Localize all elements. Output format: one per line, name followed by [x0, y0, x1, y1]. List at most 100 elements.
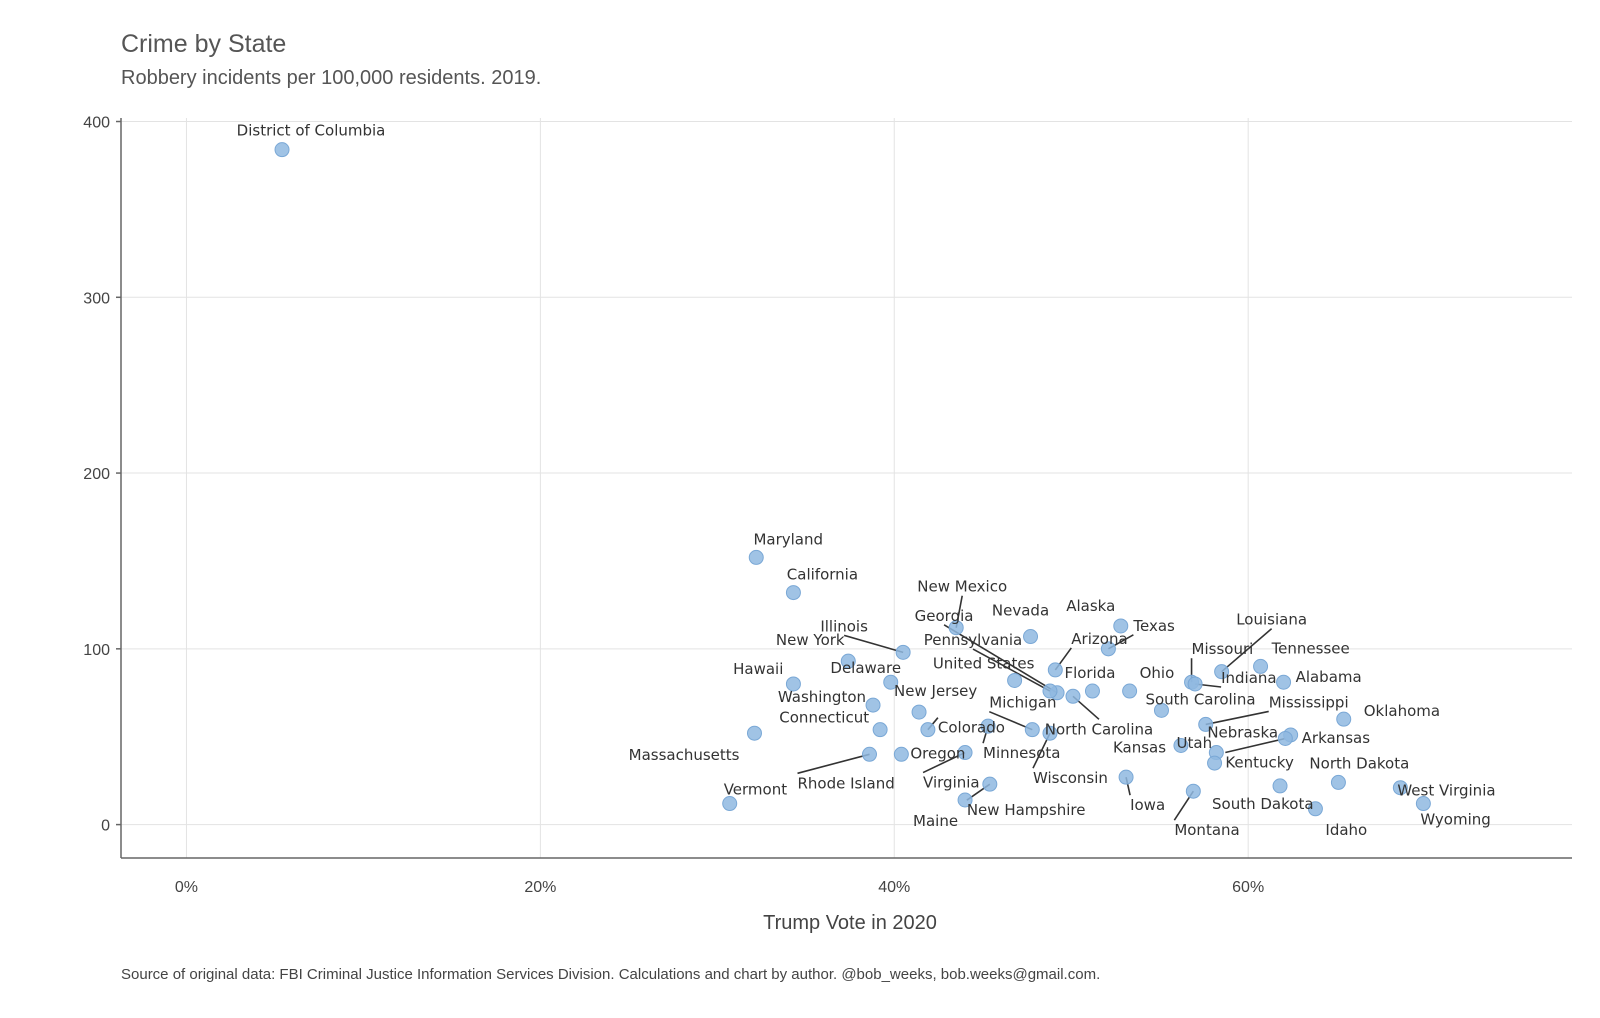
label-idaho: Idaho	[1325, 821, 1367, 839]
leader-line-georgia	[943, 624, 1058, 694]
x-tick-label: 60%	[1232, 879, 1264, 896]
point-maine	[957, 792, 973, 808]
label-virginia: Virginia	[923, 774, 980, 792]
point-kansas	[1173, 738, 1189, 754]
point-district-of-columbia	[274, 142, 290, 158]
leader-line-illinois	[843, 634, 904, 654]
chart-title: Crime by State	[121, 30, 287, 58]
x-tick-label: 0%	[175, 879, 198, 896]
label-pennsylvania: Pennsylvania	[924, 631, 1023, 649]
point-connecticut	[872, 722, 888, 738]
point-new-york	[840, 653, 856, 669]
label-west-virginia: West Virginia	[1397, 782, 1495, 800]
label-louisiana: Louisiana	[1236, 611, 1307, 629]
x-tick-label: 40%	[878, 879, 910, 896]
label-washington: Washington	[778, 688, 866, 706]
point-massachusetts	[746, 725, 762, 741]
label-north-dakota: North Dakota	[1309, 754, 1409, 772]
label-new-hampshire: New Hampshire	[967, 801, 1086, 819]
point-ohio	[1122, 683, 1138, 699]
leader-lines	[797, 595, 1286, 821]
label-michigan: Michigan	[989, 694, 1056, 712]
point-wyoming	[1415, 796, 1431, 812]
label-nebraska: Nebraska	[1207, 724, 1278, 742]
label-missouri: Missouri	[1192, 640, 1254, 658]
label-montana: Montana	[1174, 821, 1239, 839]
point-colorado	[920, 722, 936, 738]
y-tick-label: 100	[83, 642, 110, 659]
label-oklahoma: Oklahoma	[1364, 702, 1440, 720]
point-hawaii	[785, 676, 801, 692]
label-minnesota: Minnesota	[983, 744, 1060, 762]
label-texas: Texas	[1132, 617, 1175, 635]
point-new-hampshire	[982, 776, 998, 792]
label-georgia: Georgia	[915, 607, 974, 625]
point-north-carolina	[1065, 688, 1081, 704]
leader-line-virginia	[922, 751, 966, 774]
point-indiana	[1187, 676, 1203, 692]
label-new-jersey: New Jersey	[894, 682, 977, 700]
grid-lines	[121, 118, 1572, 858]
label-rhode-island: Rhode Island	[798, 774, 895, 792]
label-florida: Florida	[1064, 664, 1115, 682]
y-tick-label: 0	[101, 818, 110, 835]
point-idaho	[1307, 801, 1323, 817]
point-united-states	[1007, 672, 1023, 688]
point-rhode-island	[862, 746, 878, 762]
point-michigan	[1024, 722, 1040, 738]
label-nevada: Nevada	[992, 602, 1049, 620]
label-vermont: Vermont	[724, 781, 788, 799]
point-maryland	[748, 549, 764, 565]
label-california: California	[787, 566, 858, 584]
label-south-carolina: South Carolina	[1145, 690, 1255, 708]
label-wyoming: Wyoming	[1420, 811, 1490, 829]
label-illinois: Illinois	[820, 617, 868, 635]
label-wisconsin: Wisconsin	[1033, 769, 1108, 787]
label-iowa: Iowa	[1130, 796, 1165, 814]
leader-line-mississippi	[1205, 710, 1269, 726]
label-kentucky: Kentucky	[1225, 753, 1294, 771]
label-maryland: Maryland	[753, 530, 823, 548]
point-wisconsin	[1042, 725, 1058, 741]
label-kansas: Kansas	[1113, 739, 1166, 757]
x-axis-title: Trump Vote in 2020	[763, 912, 937, 934]
point-nevada	[1023, 629, 1039, 645]
point-oklahoma	[1336, 711, 1352, 727]
label-oregon: Oregon	[910, 744, 965, 762]
label-alaska: Alaska	[1066, 597, 1115, 615]
point-california	[785, 585, 801, 601]
y-tick-label: 300	[83, 290, 110, 307]
point-delaware	[883, 674, 899, 690]
point-south-dakota	[1272, 778, 1288, 794]
label-colorado: Colorado	[938, 719, 1005, 737]
point-oregon	[893, 746, 909, 762]
label-connecticut: Connecticut	[779, 709, 869, 727]
label-alabama: Alabama	[1296, 668, 1362, 686]
label-arizona: Arizona	[1071, 630, 1127, 648]
chart-subtitle: Robbery incidents per 100,000 residents.…	[121, 67, 542, 89]
point-new-jersey	[911, 704, 927, 720]
point-texas	[1100, 641, 1116, 657]
label-district-of-columbia: District of Columbia	[237, 122, 386, 140]
point-kentucky	[1277, 730, 1293, 746]
leader-line-kentucky	[1225, 737, 1286, 754]
point-utah	[1207, 755, 1223, 771]
label-utah: Utah	[1177, 734, 1213, 752]
point-west-virginia	[1392, 780, 1408, 796]
axes: 0% 20% 40% 60% 0 100 200 300 400	[83, 115, 1572, 896]
point-washington	[865, 697, 881, 713]
label-hawaii: Hawaii	[733, 660, 783, 678]
point-tennessee	[1253, 658, 1269, 674]
label-united-states: United States	[933, 654, 1035, 672]
point-illinois	[895, 644, 911, 660]
label-delaware: Delaware	[830, 659, 901, 677]
point-montana	[1185, 783, 1201, 799]
label-indiana: Indiana	[1221, 669, 1277, 687]
point-alaska	[1113, 618, 1129, 634]
point-arizona	[1047, 662, 1063, 678]
leader-line-louisiana	[1221, 628, 1273, 673]
leader-line-rhode-island	[797, 753, 870, 775]
label-north-carolina: North Carolina	[1045, 720, 1153, 738]
y-tick-label: 400	[83, 115, 110, 132]
point-minnesota	[980, 718, 996, 734]
